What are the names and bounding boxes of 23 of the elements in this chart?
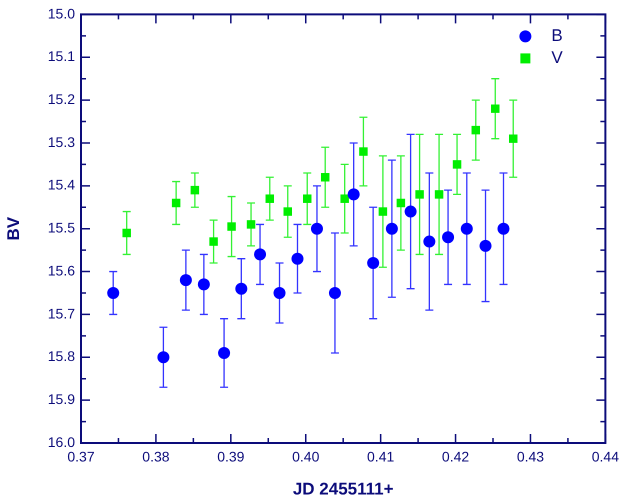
x-tick-label: 0.44 (592, 448, 620, 464)
legend-label: B (551, 26, 563, 46)
x-tick-label: 0.37 (67, 448, 95, 464)
y-tick-label: 15.8 (48, 348, 76, 364)
y-tick-label: 15.9 (48, 391, 76, 407)
y-tick-label: 15.1 (48, 48, 76, 64)
y-tick-label: 15.3 (48, 134, 76, 150)
y-tick-label: 15.5 (48, 220, 76, 236)
x-tick-label: 0.41 (367, 448, 394, 464)
x-tick-label: 0.39 (217, 448, 245, 464)
x-tick-label: 0.40 (292, 448, 320, 464)
legend-label: V (551, 48, 564, 68)
x-tick-label: 0.42 (442, 448, 470, 464)
y-axis-title: BV (4, 216, 23, 241)
x-tick-label: 0.38 (142, 448, 170, 464)
x-axis-title: JD 2455111+ (292, 479, 394, 498)
y-tick-label: 15.2 (48, 90, 76, 107)
y-tick-label: 15.0 (48, 5, 76, 22)
x-tick-label: 0.43 (516, 448, 544, 464)
y-tick-label: 15.4 (48, 176, 76, 193)
y-tick-label: 15.7 (48, 305, 76, 322)
y-tick-label: 15.6 (48, 262, 76, 278)
y-tick-label: 16.0 (48, 434, 76, 450)
